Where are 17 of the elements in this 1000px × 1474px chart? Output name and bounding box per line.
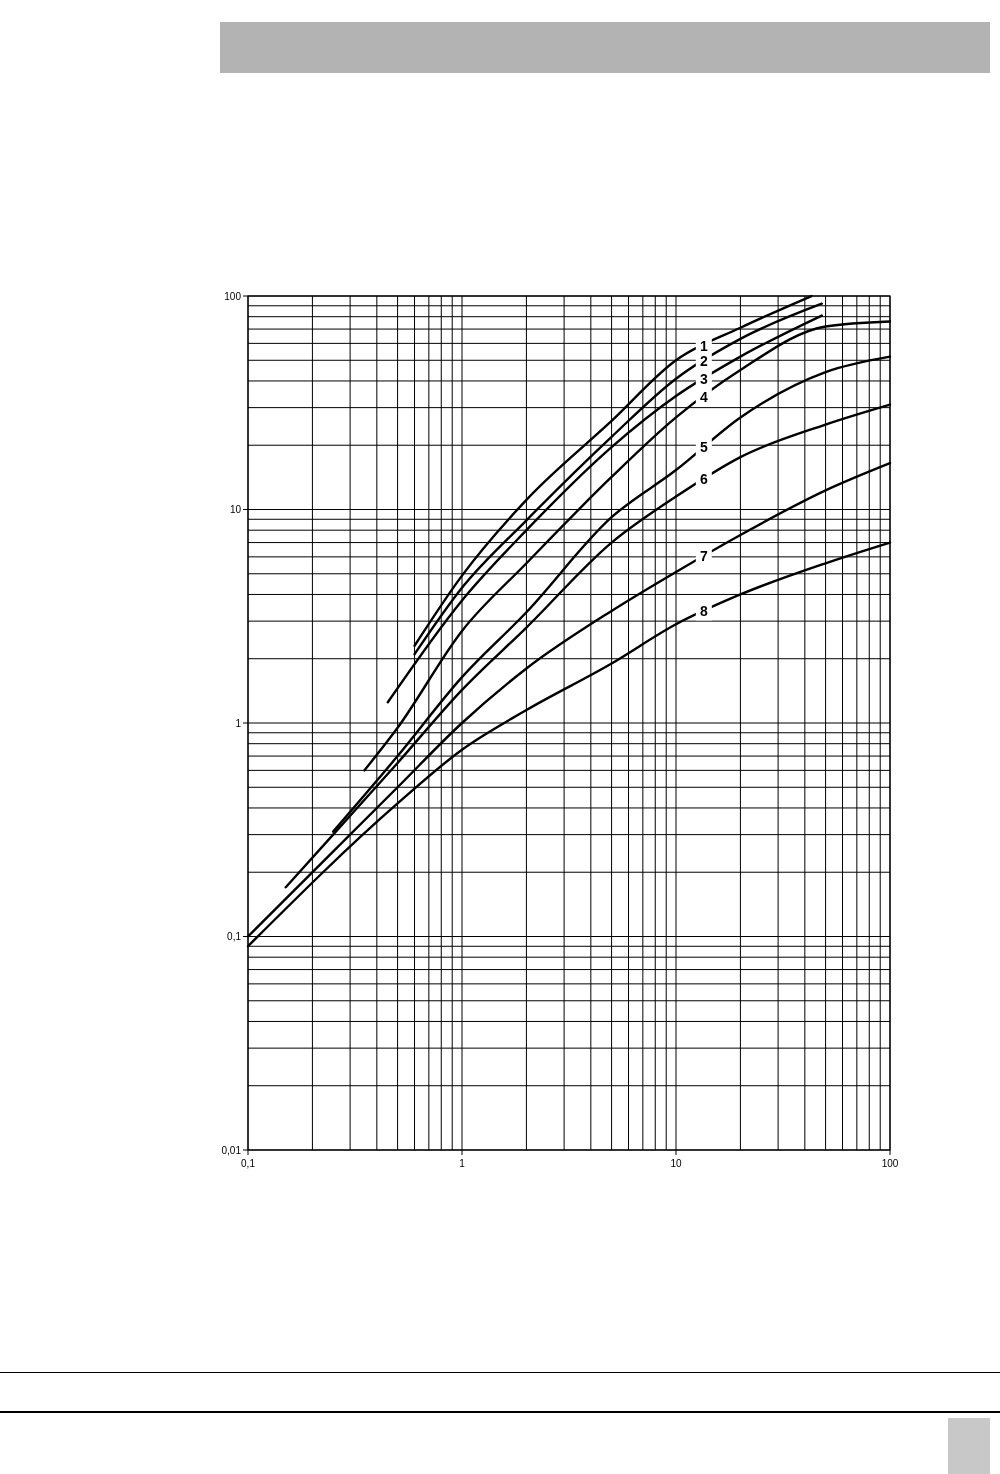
- series-label: 3: [699, 370, 708, 387]
- series-label: 2: [699, 353, 708, 370]
- series-label: 8: [699, 603, 708, 620]
- x-tick-label: 10: [670, 1158, 682, 1169]
- x-tick-label: 0,1: [241, 1158, 256, 1169]
- y-tick-label: 10: [229, 504, 242, 515]
- y-tick-label: 100: [224, 290, 242, 302]
- y-tick-label: 0,1: [227, 931, 242, 942]
- x-tick-label: 1: [459, 1158, 466, 1169]
- series-label: 6: [699, 471, 708, 488]
- series-label: 5: [699, 439, 708, 456]
- y-tick-label: 0,01: [221, 1144, 242, 1156]
- series-label: 4: [699, 388, 708, 405]
- x-tick-label: 100: [881, 1158, 899, 1169]
- series-label: 1: [699, 338, 708, 355]
- y-tick-label: 1: [235, 717, 242, 729]
- series-label: 7: [699, 547, 708, 564]
